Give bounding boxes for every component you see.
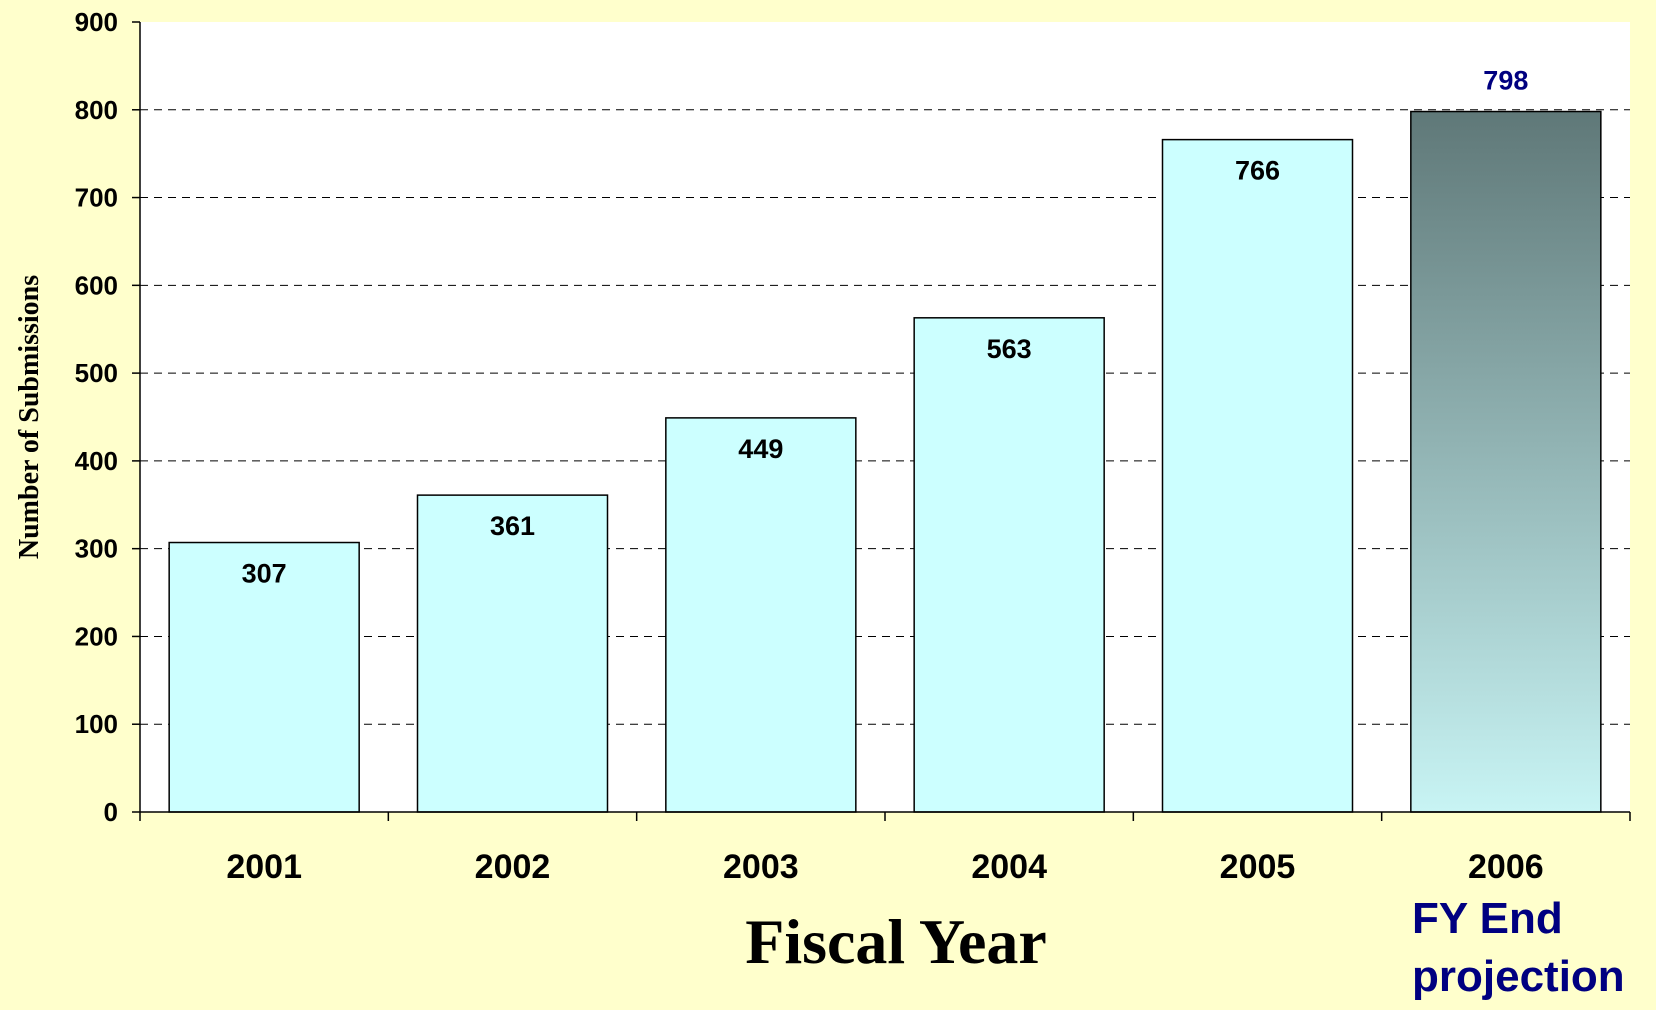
x-axis-title: Fiscal Year <box>745 906 1047 977</box>
x-tick-label-2001: 2001 <box>226 848 302 886</box>
projection-note-line-2: projection <box>1412 952 1625 1001</box>
bar-2006 <box>1410 110 1602 813</box>
y-tick-label-400: 400 <box>75 446 118 476</box>
bar-2003 <box>665 417 857 813</box>
data-label-2002: 361 <box>490 511 535 541</box>
y-axis-title: Number of Submissions <box>14 275 45 559</box>
bar-2001 <box>168 541 360 813</box>
data-label-2001: 307 <box>242 559 287 589</box>
x-tick-label-2006: 2006 <box>1468 848 1544 886</box>
y-tick-label-700: 700 <box>75 183 118 213</box>
data-label-2006: 798 <box>1483 66 1528 96</box>
data-label-2003: 449 <box>738 434 783 464</box>
data-label-2005: 766 <box>1235 156 1280 186</box>
x-tick-label-2004: 2004 <box>971 848 1047 886</box>
y-tick-label-600: 600 <box>75 270 118 300</box>
projection-note-line-1: FY End <box>1412 894 1563 943</box>
y-tick-label-500: 500 <box>75 358 118 388</box>
y-tick-label-0: 0 <box>104 797 118 827</box>
data-label-2004: 563 <box>987 334 1032 364</box>
y-tick-label-800: 800 <box>75 95 118 125</box>
bar-2005 <box>1161 138 1354 813</box>
plot-area <box>140 22 1630 812</box>
y-tick-label-300: 300 <box>75 534 118 564</box>
y-tick-label-900: 900 <box>75 7 118 37</box>
x-tick-label-2002: 2002 <box>475 848 551 886</box>
y-tick-label-200: 200 <box>75 621 118 651</box>
bar-2002 <box>416 494 609 813</box>
x-tick-label-2003: 2003 <box>723 848 799 886</box>
x-tick-label-2005: 2005 <box>1220 848 1296 886</box>
bar-2004 <box>913 317 1105 813</box>
y-tick-label-100: 100 <box>75 709 118 739</box>
